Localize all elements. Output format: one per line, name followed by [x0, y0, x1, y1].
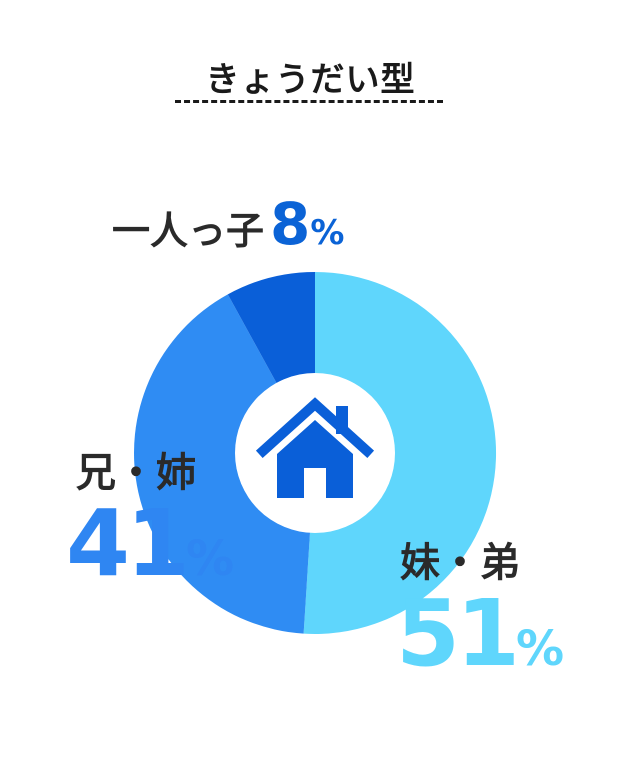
older-sibling-unit: % [186, 531, 235, 587]
older-sibling-value: 41 [66, 490, 190, 597]
only-child-name: 一人っ子 [112, 209, 265, 253]
house-icon [255, 397, 375, 498]
pie-slice-1 [134, 294, 315, 634]
label-only-child: 一人っ子 8% [112, 190, 344, 258]
title-dashed-underline [175, 100, 443, 103]
label-younger-sibling-percent: 51% [396, 580, 564, 687]
older-sibling-name: 兄・姉 [76, 450, 196, 496]
younger-sibling-value: 51 [396, 580, 520, 687]
only-child-value: 8 [270, 190, 311, 258]
label-older-sibling-percent: 41% [66, 490, 234, 597]
younger-sibling-unit: % [516, 621, 565, 677]
only-child-unit: % [310, 213, 345, 253]
younger-sibling-name: 妹・弟 [400, 540, 520, 586]
chart-title: きょうだい型 [205, 60, 416, 100]
pie-slice-0 [303, 272, 497, 634]
donut-slices [134, 272, 497, 634]
